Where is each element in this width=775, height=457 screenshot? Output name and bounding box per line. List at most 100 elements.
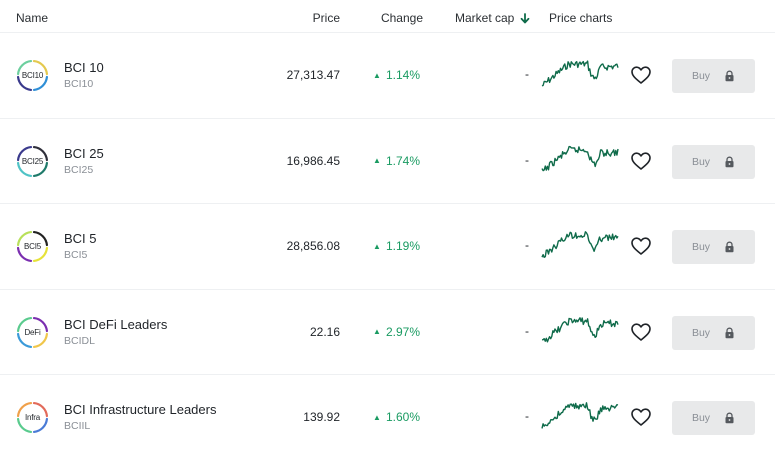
sparkline-line (541, 402, 619, 429)
heart-icon[interactable] (630, 322, 652, 342)
name-cell[interactable]: BCI DeFi Leaders BCIDL (64, 317, 167, 347)
table-header: Name Price Change Market cap Price chart… (0, 0, 775, 33)
buy-button[interactable]: Buy (672, 59, 755, 93)
index-logo: Infra (16, 401, 49, 434)
price-value: 139.92 (303, 410, 340, 424)
index-logo-text: BCI5 (24, 242, 41, 251)
index-logo-text: DeFi (24, 327, 41, 337)
sparkline-chart (541, 145, 619, 171)
index-name: BCI Infrastructure Leaders (64, 402, 217, 417)
price-value: 16,986.45 (286, 153, 340, 168)
triangle-up-icon: ▲ (373, 327, 381, 336)
lock-icon (725, 241, 734, 253)
index-name: BCI 25 (64, 145, 104, 161)
triangle-up-icon: ▲ (373, 70, 381, 80)
logo-ring-arc (16, 59, 33, 76)
market-cap-value: - (525, 323, 529, 338)
market-cap-value: - (525, 409, 529, 423)
market-cap-value: - (525, 67, 529, 81)
sparkline-chart (541, 231, 619, 258)
logo-ring-arc (32, 145, 49, 161)
index-ticker: BCI25 (64, 163, 94, 176)
heart-icon[interactable] (630, 407, 652, 427)
index-logo: BCI25 (16, 145, 49, 178)
index-name: BCI DeFi Leaders (64, 316, 168, 332)
index-ticker: BCIIL (64, 420, 91, 432)
triangle-up-icon: ▲ (373, 156, 381, 165)
name-cell[interactable]: BCI Infrastructure Leaders BCIIL (64, 402, 216, 432)
logo-ring-arc (32, 75, 49, 92)
sparkline-line (541, 231, 619, 258)
sparkline-line (541, 145, 619, 171)
change-value: ▲ 1.74% (373, 154, 420, 168)
header-name[interactable]: Name (16, 11, 49, 25)
index-logo: BCI5 (16, 230, 49, 263)
logo-ring-arc (32, 59, 49, 76)
logo-ring-arc (32, 316, 49, 332)
buy-button[interactable]: Buy (672, 401, 755, 435)
index-logo-text: BCI10 (21, 71, 44, 80)
price-value: 27,313.47 (286, 68, 340, 82)
price-sparkline (541, 313, 619, 351)
name-cell[interactable]: BCI 5 BCI5 (64, 231, 97, 261)
price-sparkline (541, 227, 619, 265)
price-value: 28,856.08 (286, 239, 340, 253)
price-sparkline (541, 142, 619, 180)
table-row[interactable]: BCI25 BCI 25 BCI25 16,986.45 ▲ 1.74% - B… (0, 119, 775, 204)
lock-icon (725, 412, 734, 424)
buy-button[interactable]: Buy (672, 144, 755, 179)
lock-icon (725, 156, 734, 167)
buy-button[interactable]: Buy (672, 230, 755, 264)
index-logo: DeFi (16, 316, 49, 349)
change-value: ▲ 1.14% (373, 68, 420, 82)
table-row[interactable]: DeFi BCI DeFi Leaders BCIDL 22.16 ▲ 2.97… (0, 290, 775, 375)
logo-ring-arc (16, 316, 33, 332)
price-sparkline (541, 56, 619, 94)
index-logo-ring (16, 145, 49, 177)
change-percent: 2.97% (385, 324, 420, 339)
triangle-up-icon: ▲ (373, 241, 381, 251)
index-logo-ring (16, 59, 49, 92)
lock-icon (725, 70, 734, 82)
sparkline-chart (541, 316, 619, 342)
header-market-cap[interactable]: Market cap (455, 11, 530, 25)
table-row[interactable]: BCI5 BCI 5 BCI5 28,856.08 ▲ 1.19% - Buy (0, 204, 775, 290)
header-price[interactable]: Price (312, 11, 340, 25)
header-change[interactable]: Change (380, 11, 423, 25)
sparkline-line (541, 60, 619, 87)
heart-icon[interactable] (630, 151, 652, 171)
index-logo-text: BCI25 (21, 156, 44, 166)
arrow-down-icon (520, 12, 530, 23)
buy-button[interactable]: Buy (672, 315, 755, 350)
name-cell[interactable]: BCI 10 BCI10 (64, 60, 104, 90)
table-row[interactable]: BCI10 BCI 10 BCI10 27,313.47 ▲ 1.14% - B… (0, 33, 775, 119)
index-logo-text: Infra (24, 413, 40, 422)
logo-ring-arc (32, 230, 49, 247)
heart-icon[interactable] (630, 65, 652, 85)
name-cell[interactable]: BCI 25 BCI25 (64, 146, 104, 176)
logo-ring-arc (16, 401, 33, 418)
logo-ring-arc (32, 417, 49, 434)
logo-ring-arc (16, 332, 33, 348)
buy-button-label: Buy (691, 412, 711, 424)
buy-button-label: Buy (691, 326, 711, 339)
index-ticker: BCIDL (64, 334, 95, 347)
change-percent: 1.74% (385, 153, 420, 168)
heart-icon[interactable] (630, 236, 652, 256)
logo-ring-arc (16, 161, 33, 177)
index-ticker: BCI10 (64, 78, 94, 90)
logo-ring-arc (16, 417, 33, 434)
table-row[interactable]: Infra BCI Infrastructure Leaders BCIIL 1… (0, 375, 775, 457)
header-market-cap-label: Market cap (455, 11, 515, 25)
market-cap-value: - (525, 238, 529, 252)
logo-ring-arc (16, 230, 33, 247)
triangle-up-icon: ▲ (373, 412, 381, 422)
index-logo-ring (16, 230, 49, 263)
buy-button-label: Buy (691, 70, 711, 82)
lock-icon (725, 327, 734, 338)
index-name: BCI 10 (64, 60, 104, 75)
logo-ring-arc (32, 161, 49, 177)
buy-button-label: Buy (691, 155, 711, 168)
logo-ring-arc (16, 145, 33, 161)
